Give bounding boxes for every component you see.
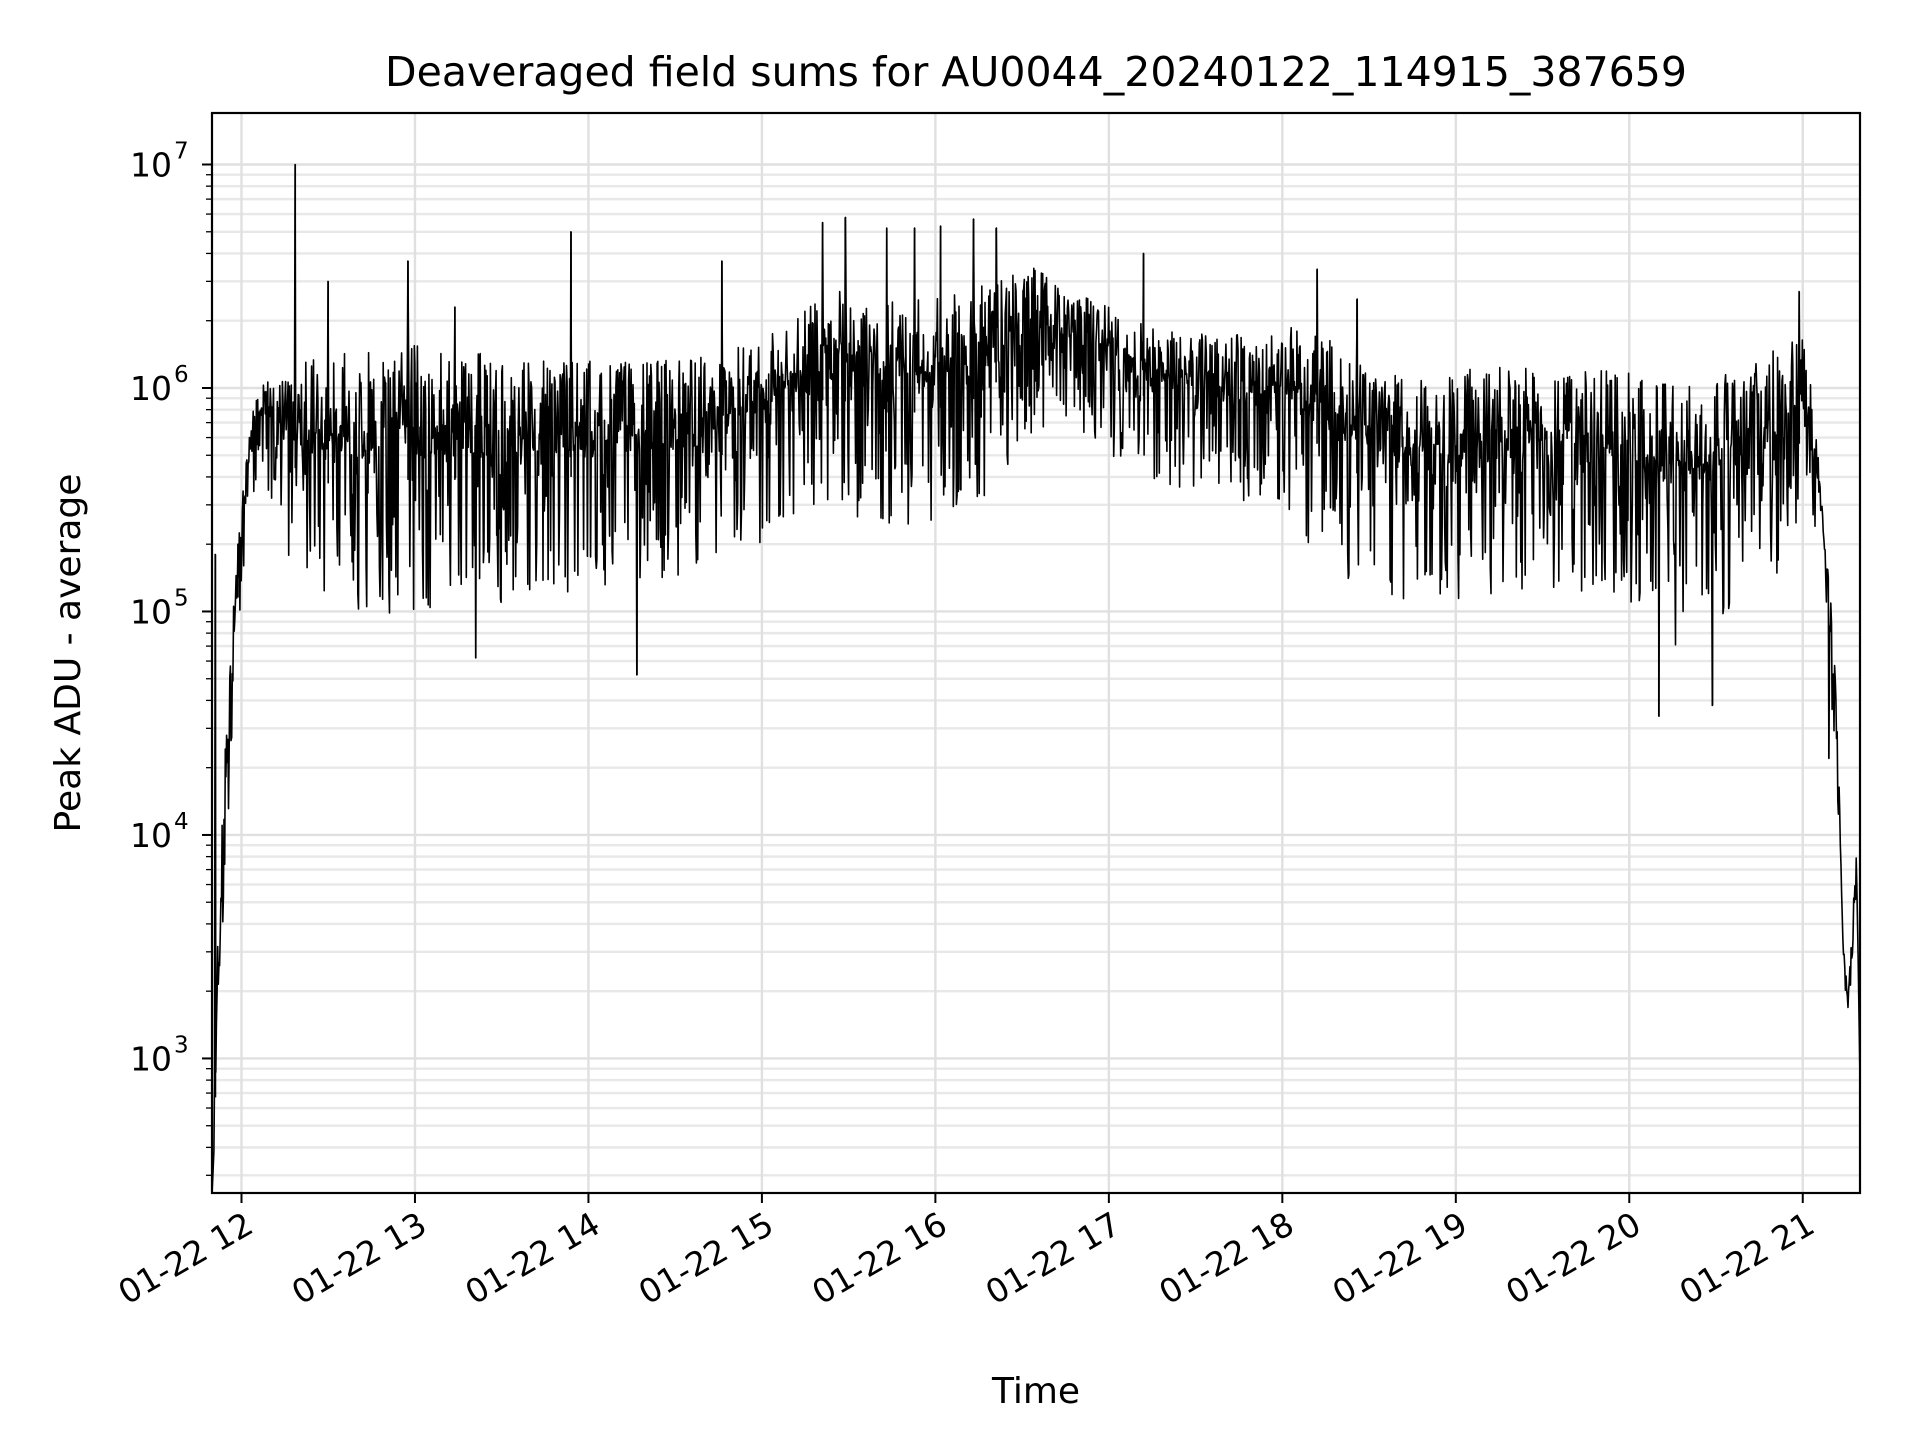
y-tick-label: 10: [130, 146, 172, 185]
y-tick-label-exponent: 5: [174, 585, 189, 611]
series-line-group: [211, 163, 1861, 1194]
y-tick-label-exponent: 4: [174, 809, 189, 835]
y-tick-label-exponent: 6: [174, 362, 189, 388]
y-tick-label: 10: [130, 592, 172, 631]
y-tick-label: 10: [130, 816, 172, 855]
y-tick-label-exponent: 3: [174, 1032, 189, 1058]
y-tick-label-exponent: 7: [174, 139, 189, 165]
plot-frame: [210, 111, 1862, 1195]
series-line: [211, 163, 1861, 1194]
x-axis-label: Time: [991, 1371, 1080, 1412]
grid: [212, 113, 1860, 1193]
y-axis-label: Peak ADU - average: [48, 474, 89, 833]
chart-title: Deaveraged field sums for AU0044_2024012…: [385, 48, 1687, 96]
y-tick-label: 10: [130, 369, 172, 408]
y-tick-label: 10: [130, 1039, 172, 1078]
